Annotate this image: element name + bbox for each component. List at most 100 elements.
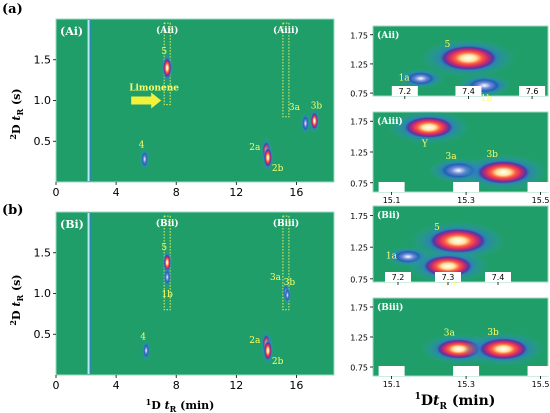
x-tick-bg [453, 366, 480, 376]
spots-ai: 5 4 2a 2b 3a 3b [139, 47, 323, 174]
y-tick-label: 1.75 [350, 304, 368, 313]
y-tick-label: 1.75 [350, 212, 368, 221]
x-tick-label: 4 [113, 379, 120, 392]
spot-label-3b: 3b [311, 101, 323, 111]
x-tick-label: 8 [173, 379, 180, 392]
ticks-bii: 7.2 7.3 7.4 0.75 1.25 1.75 [350, 212, 511, 285]
spot-3b [477, 337, 529, 361]
y-tick-label: 0.75 [350, 90, 368, 99]
spot-y [403, 116, 455, 139]
spot-5 [163, 57, 172, 78]
x-tick-label: 7.4 [492, 273, 505, 282]
ticks-ai: 0 4 8 12 16 0.5 1.0 1.5 [34, 53, 304, 199]
x-tick-label: 12 [229, 186, 243, 199]
spot-5 [428, 227, 488, 254]
spot-5 [438, 45, 499, 72]
x-tick-bg [527, 366, 550, 376]
spots-aii: 5 1a 1b [397, 38, 517, 104]
panel-label-a: (a) [2, 2, 23, 17]
x-tick-label: 15.1 [383, 380, 401, 389]
spot-2b [264, 148, 272, 168]
x-tick-bg [378, 366, 405, 376]
x-tick-bg [485, 272, 511, 282]
spot-label-3b: 3b [284, 278, 296, 288]
plot-area-ai [55, 18, 335, 183]
x-tick-label: 0 [53, 379, 60, 392]
spot-label-5: 5 [445, 40, 451, 50]
x-tick-label: 8 [173, 186, 180, 199]
spot-label-2b: 2b [272, 357, 284, 367]
spot-label-3b: 3b [486, 150, 498, 160]
panel-biii: 3a 3b (Biii) 15.1 15.3 15.5 0.75 1.25 1.75 [350, 297, 550, 389]
y-tick-label: 1.25 [350, 60, 368, 69]
spot-1b [422, 254, 474, 278]
spot-label-3a: 3a [445, 152, 457, 162]
panel-label-b: (b) [2, 203, 23, 218]
x-tick-label: 7.4 [462, 87, 475, 96]
y-tick-label: 1.25 [350, 334, 368, 343]
y-tick-label: 1.5 [34, 53, 52, 66]
spot-label-3b: 3b [487, 328, 499, 338]
x-tick-label: 12 [229, 379, 243, 392]
y-tick-label: 1.0 [34, 94, 52, 107]
spot-label-y: Y [421, 140, 429, 150]
solvent-streak-edge [89, 213, 92, 374]
panel-ai: (Aii) (Aiii) 5 4 2a 2b 3a 3b Limonene (Ai) 0 4 8 12 16… [34, 18, 335, 199]
x-tick-bg [435, 272, 461, 282]
svg-text:2D tR (s): 2D tR (s) [8, 88, 25, 139]
spot-label-3a: 3a [289, 103, 301, 113]
svg-text:1D tR (min): 1D tR (min) [146, 397, 215, 413]
panel-bii: 5 1a 1b (Bii) 7.2 7.3 7.4 0.75 1.25 1.75 [350, 205, 549, 288]
x-tick-label: 0 [53, 186, 60, 199]
spot-3b [475, 160, 532, 185]
spot-label-4: 4 [139, 141, 145, 151]
spot-4 [141, 151, 148, 167]
panel-sublabel-aiii: (Aiii) [377, 116, 403, 127]
spot-label-1a: 1a [399, 74, 411, 84]
x-tick-label: 16 [289, 379, 303, 392]
y-tick-label: 1.75 [350, 118, 368, 127]
y-tick-label: 0.75 [350, 179, 368, 188]
x-tick-bg [453, 182, 480, 192]
y-tick-label: 0.75 [350, 364, 368, 373]
xlabel-biii: 1DtR (min) [415, 392, 496, 412]
panel-sublabel-bii: (Bii) [377, 210, 400, 221]
spot-label-1b: 1b [161, 290, 173, 300]
spot-label-1b: 1b [481, 94, 493, 104]
ticks-aii: 7.2 7.4 7.6 0.75 1.25 1.75 [350, 31, 546, 99]
x-tick-bg [378, 182, 405, 192]
ylabel-bi: 2D tR (s) [8, 274, 25, 325]
spot-1b [164, 270, 170, 285]
y-tick-label: 0.75 [350, 275, 368, 284]
spot-label-2b: 2b [272, 164, 284, 174]
spot-label-4: 4 [140, 333, 146, 343]
ylabel-ai: 2D tR (s) [8, 88, 25, 139]
x-tick-label: 7.6 [526, 87, 539, 96]
spot-label-5: 5 [161, 243, 167, 253]
x-tick-label: 15.5 [532, 196, 550, 205]
ticks-biii: 15.1 15.3 15.5 0.75 1.25 1.75 [350, 304, 550, 389]
spot-3a [302, 115, 309, 131]
plot-area-bi [55, 211, 335, 376]
ticks-bi: 0 4 8 12 16 0.5 1.0 1.5 [34, 246, 304, 392]
spot-label-5: 5 [434, 223, 440, 233]
spot-label-5: 5 [161, 47, 167, 57]
x-tick-label: 16 [289, 186, 303, 199]
zoom-box-label-bii: (Bii) [156, 218, 179, 229]
zoom-box-aiii [282, 22, 290, 118]
spot-label-2a: 2a [249, 143, 261, 153]
zoom-box-label-biii: (Biii) [273, 218, 299, 229]
zoom-box-biii [282, 215, 290, 311]
panel-sublabel-biii: (Biii) [377, 302, 403, 313]
zoom-box-bii [163, 215, 171, 311]
x-tick-bg [527, 182, 550, 192]
x-tick-label: 7.2 [392, 273, 405, 282]
spot-3b [311, 112, 318, 130]
y-tick-label: 1.75 [350, 31, 368, 40]
svg-text:1DtR (min): 1DtR (min) [415, 392, 496, 412]
y-tick-label: 1.5 [34, 246, 52, 259]
spots-aiii: Y 3a 3b [387, 110, 548, 191]
spot-label-3a: 3a [270, 273, 282, 283]
